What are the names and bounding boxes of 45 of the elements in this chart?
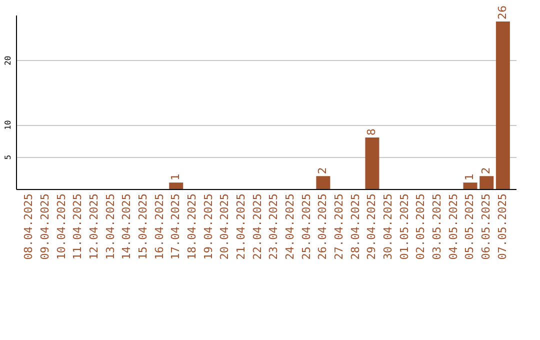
bar — [480, 176, 494, 189]
data-label: 8 — [365, 128, 378, 136]
bar — [169, 182, 184, 189]
x-tick-label: 10.04.2025 — [54, 194, 68, 260]
x-tick-label: 26.04.2025 — [316, 194, 330, 260]
bar — [463, 182, 478, 189]
x-tick-label: 12.04.2025 — [87, 194, 100, 260]
x-tick-label: 02.05.2025 — [414, 194, 428, 260]
x-tick-label: 28.04.2025 — [348, 194, 362, 260]
x-tick-label: 27.04.2025 — [332, 194, 346, 260]
x-tick-label: 14.04.2025 — [120, 194, 134, 260]
y-tick-label: 5 — [4, 154, 12, 160]
x-tick-label: 24.04.2025 — [284, 194, 297, 260]
x-tick-label: 15.04.2025 — [136, 194, 150, 260]
x-tick-label: 17.04.2025 — [169, 194, 182, 260]
y-tick-label: 10 — [4, 120, 12, 130]
x-tick-label: 30.04.2025 — [382, 194, 395, 260]
x-tick-label: 08.04.2025 — [22, 194, 36, 260]
x-tick-label: 25.04.2025 — [300, 194, 313, 260]
data-label: 26 — [496, 5, 509, 20]
bar — [365, 137, 380, 189]
bar — [316, 176, 330, 189]
x-tick-label: 13.04.2025 — [104, 194, 117, 260]
x-tick-label: 05.05.2025 — [463, 194, 476, 260]
x-tick-label: 07.05.2025 — [496, 194, 509, 260]
x-tick-label: 22.04.2025 — [250, 194, 264, 260]
x-tick-label: 23.04.2025 — [267, 194, 280, 260]
x-tick-label: 09.04.2025 — [38, 194, 52, 260]
x-tick-label: 29.04.2025 — [365, 194, 378, 260]
data-label: 2 — [316, 167, 330, 174]
bar — [496, 21, 510, 189]
x-tick-label: 11.04.2025 — [71, 194, 84, 260]
data-label: 2 — [480, 167, 493, 174]
x-tick-label: 04.05.2025 — [446, 194, 460, 260]
x-tick-label: 18.04.2025 — [185, 194, 198, 260]
x-tick-label: 06.05.2025 — [480, 194, 493, 260]
data-label: 1 — [463, 174, 476, 181]
x-tick-label: 21.04.2025 — [234, 194, 248, 260]
x-tick-label: 03.05.2025 — [430, 194, 444, 260]
x-tick-label: 19.04.2025 — [202, 194, 215, 260]
data-label: 1 — [169, 174, 182, 181]
x-tick-label: 20.04.2025 — [218, 194, 232, 260]
y-tick-label: 20 — [4, 56, 12, 66]
x-tick-label: 16.04.2025 — [152, 194, 166, 260]
x-tick-label: 01.05.2025 — [398, 194, 411, 260]
